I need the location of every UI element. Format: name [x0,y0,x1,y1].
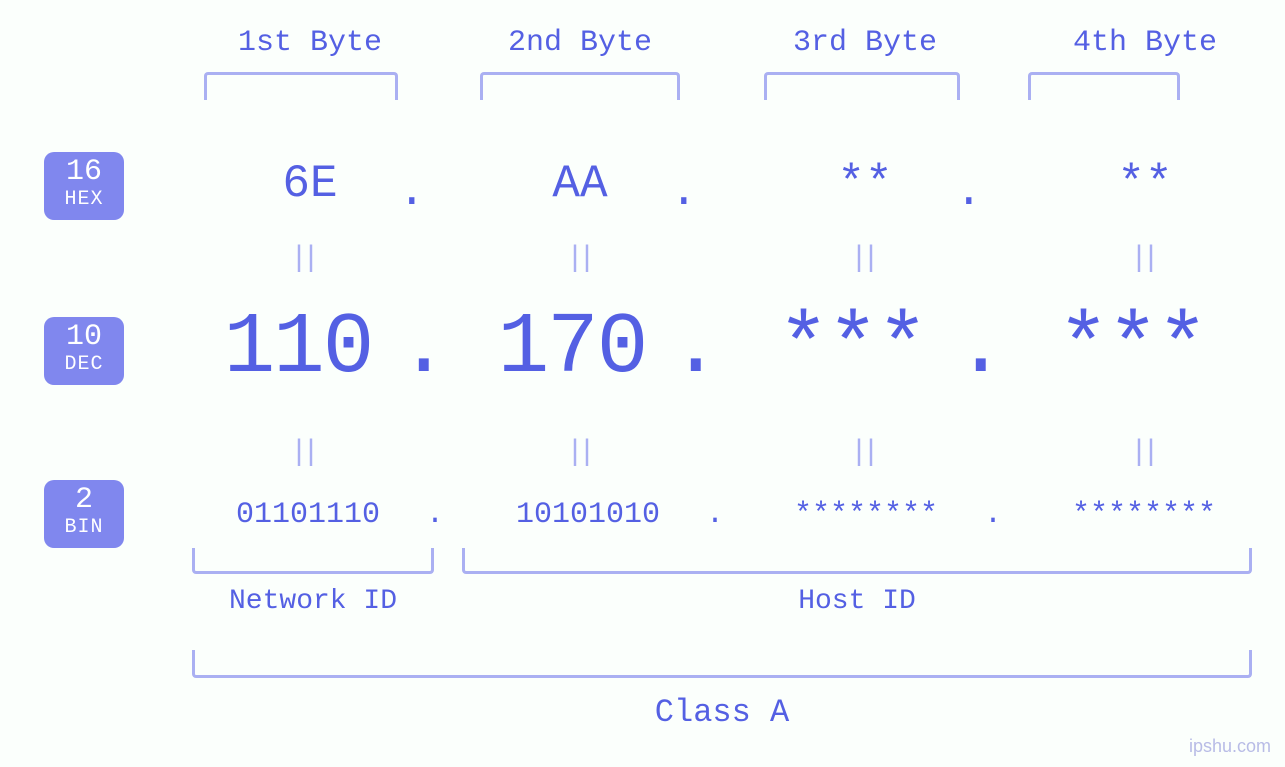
network-id-bracket [192,548,434,574]
badge-hex-num: 16 [44,156,124,188]
top-bracket-2 [480,72,680,100]
top-bracket-4 [1028,72,1180,100]
dec-byte-2: 170 [452,299,692,397]
badge-bin-label: BIN [44,516,124,540]
host-id-label: Host ID [462,586,1252,617]
dec-byte-4: *** [1012,299,1252,397]
class-bracket [192,650,1252,678]
dot-hex-1: . [398,166,426,218]
equals-2-2: || [566,436,590,470]
badge-dec: 10 DEC [44,317,124,385]
byte-header-1: 1st Byte [190,26,430,60]
top-bracket-3 [764,72,960,100]
byte-header-2: 2nd Byte [460,26,700,60]
badge-dec-num: 10 [44,321,124,353]
bin-byte-3: ******** [736,498,996,532]
ip-diagram: 1st Byte 2nd Byte 3rd Byte 4th Byte 16 H… [0,0,1285,767]
top-bracket-1 [204,72,398,100]
dot-hex-3: . [955,166,983,218]
badge-bin-num: 2 [44,484,124,516]
hex-byte-4: ** [1025,158,1265,210]
equals-1-3: || [850,242,874,276]
network-id-label: Network ID [192,586,434,617]
bin-byte-4: ******** [1014,498,1274,532]
byte-header-3: 3rd Byte [745,26,985,60]
host-id-bracket [462,548,1252,574]
equals-2-4: || [1130,436,1154,470]
badge-hex-label: HEX [44,188,124,212]
equals-1-1: || [290,242,314,276]
dot-hex-2: . [670,166,698,218]
hex-byte-1: 6E [190,158,430,210]
badge-bin: 2 BIN [44,480,124,548]
badge-hex: 16 HEX [44,152,124,220]
dot-dec-3: . [955,299,1007,397]
dot-bin-1: . [426,498,444,532]
equals-2-1: || [290,436,314,470]
dec-byte-3: *** [732,299,972,397]
bin-byte-2: 10101010 [458,498,718,532]
equals-2-3: || [850,436,874,470]
dot-bin-2: . [706,498,724,532]
hex-byte-2: AA [460,158,700,210]
hex-byte-3: ** [745,158,985,210]
byte-header-4: 4th Byte [1025,26,1265,60]
dot-dec-2: . [670,299,722,397]
badge-dec-label: DEC [44,353,124,377]
class-label: Class A [192,694,1252,731]
watermark: ipshu.com [1189,736,1271,757]
equals-1-4: || [1130,242,1154,276]
equals-1-2: || [566,242,590,276]
dot-dec-1: . [398,299,450,397]
dot-bin-3: . [984,498,1002,532]
bin-byte-1: 01101110 [178,498,438,532]
dec-byte-1: 110 [178,299,418,397]
